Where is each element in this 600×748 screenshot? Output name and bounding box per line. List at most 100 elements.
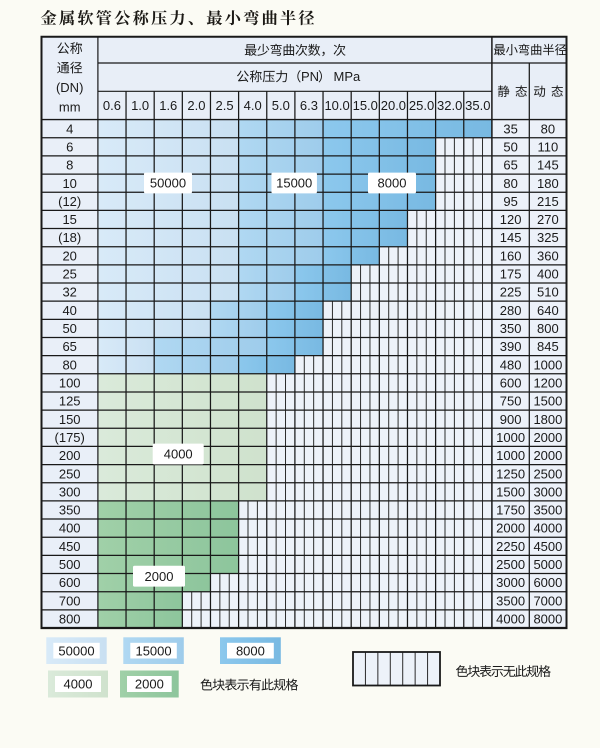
svg-text:360: 360 [537, 248, 559, 263]
svg-text:400: 400 [59, 521, 81, 536]
svg-text:4000: 4000 [496, 612, 525, 627]
svg-text:15: 15 [62, 212, 76, 227]
svg-text:8000: 8000 [236, 643, 265, 658]
svg-text:175: 175 [500, 267, 522, 282]
svg-text:1500: 1500 [496, 484, 525, 499]
svg-text:15.0: 15.0 [353, 98, 378, 113]
svg-text:2.5: 2.5 [216, 98, 234, 113]
svg-text:200: 200 [59, 448, 81, 463]
svg-text:600: 600 [59, 575, 81, 590]
svg-text:4500: 4500 [533, 539, 562, 554]
svg-text:110: 110 [538, 139, 559, 154]
svg-text:1250: 1250 [496, 466, 525, 481]
svg-text:1000: 1000 [496, 430, 525, 445]
svg-text:640: 640 [537, 303, 559, 318]
svg-text:1.0: 1.0 [131, 98, 149, 113]
svg-text:50000: 50000 [150, 176, 186, 191]
svg-text:4000: 4000 [164, 447, 193, 462]
svg-text:50000: 50000 [58, 643, 94, 658]
svg-text:1000: 1000 [496, 448, 525, 463]
svg-text:2000: 2000 [145, 569, 174, 584]
svg-text:MPa: MPa [334, 69, 362, 84]
svg-text:3000: 3000 [533, 484, 562, 499]
svg-text:900: 900 [500, 412, 522, 427]
svg-text:40: 40 [62, 303, 76, 318]
svg-text:6: 6 [66, 139, 73, 154]
svg-text:20: 20 [62, 248, 76, 263]
svg-text:1800: 1800 [533, 412, 562, 427]
svg-text:120: 120 [500, 212, 522, 227]
svg-text:300: 300 [59, 484, 81, 499]
svg-text:3500: 3500 [533, 503, 562, 518]
svg-text:2500: 2500 [533, 466, 562, 481]
svg-text:(DN): (DN) [56, 80, 83, 95]
svg-text:PN: PN [301, 69, 319, 84]
svg-text:65: 65 [503, 158, 517, 173]
svg-text:100: 100 [59, 375, 81, 390]
svg-text:500: 500 [59, 557, 81, 572]
svg-text:50: 50 [62, 321, 76, 336]
svg-text:32: 32 [62, 285, 76, 300]
svg-text:510: 510 [537, 285, 559, 300]
svg-text:600: 600 [500, 375, 522, 390]
svg-text:32.0: 32.0 [437, 98, 462, 113]
svg-text:160: 160 [500, 248, 522, 263]
svg-text:(18): (18) [58, 230, 81, 245]
svg-text:10: 10 [62, 176, 76, 191]
svg-text:20.0: 20.0 [381, 98, 406, 113]
svg-text:400: 400 [537, 267, 559, 282]
svg-text:25.0: 25.0 [409, 98, 434, 113]
svg-text:2000: 2000 [496, 521, 525, 536]
svg-text:1750: 1750 [496, 503, 525, 518]
svg-text:15000: 15000 [276, 176, 312, 191]
svg-text:35.0: 35.0 [465, 98, 490, 113]
svg-text:25: 25 [62, 267, 76, 282]
svg-text:750: 750 [500, 394, 522, 409]
svg-text:3500: 3500 [496, 593, 525, 608]
svg-text:15000: 15000 [135, 643, 171, 658]
svg-text:125: 125 [59, 394, 81, 409]
svg-text:4: 4 [66, 121, 73, 136]
svg-text:225: 225 [500, 285, 522, 300]
svg-text:80: 80 [503, 176, 517, 191]
svg-text:1200: 1200 [533, 375, 562, 390]
svg-text:2500: 2500 [496, 557, 525, 572]
svg-text:4000: 4000 [533, 521, 562, 536]
svg-text:0.6: 0.6 [103, 98, 121, 113]
svg-text:215: 215 [537, 194, 559, 209]
svg-text:325: 325 [537, 230, 559, 245]
svg-text:6000: 6000 [533, 575, 562, 590]
svg-text:35: 35 [503, 121, 517, 136]
svg-text:2000: 2000 [135, 677, 164, 692]
svg-text:145: 145 [537, 158, 559, 173]
svg-text:(175): (175) [55, 430, 85, 445]
svg-text:2250: 2250 [496, 539, 525, 554]
svg-text:8: 8 [66, 158, 73, 173]
svg-text:180: 180 [537, 176, 559, 191]
svg-text:450: 450 [59, 539, 81, 554]
svg-text:390: 390 [500, 339, 522, 354]
svg-text:800: 800 [59, 612, 81, 627]
svg-text:1500: 1500 [533, 394, 562, 409]
svg-text:1000: 1000 [533, 357, 562, 372]
svg-text:80: 80 [62, 357, 76, 372]
svg-text:5.0: 5.0 [272, 98, 290, 113]
svg-text:6.3: 6.3 [300, 98, 318, 113]
svg-text:8000: 8000 [378, 176, 407, 191]
svg-text:1.6: 1.6 [159, 98, 177, 113]
svg-text:(12): (12) [58, 194, 81, 209]
svg-text:2000: 2000 [533, 430, 562, 445]
svg-text:250: 250 [59, 466, 81, 481]
svg-text:3000: 3000 [496, 575, 525, 590]
svg-text:145: 145 [500, 230, 522, 245]
svg-text:845: 845 [537, 339, 559, 354]
svg-text:7000: 7000 [533, 593, 562, 608]
svg-text:2000: 2000 [533, 448, 562, 463]
svg-text:350: 350 [59, 503, 81, 518]
svg-text:700: 700 [59, 593, 81, 608]
svg-text:280: 280 [500, 303, 522, 318]
svg-text:95: 95 [503, 194, 517, 209]
svg-text:4000: 4000 [64, 677, 93, 692]
svg-text:150: 150 [59, 412, 81, 427]
svg-text:480: 480 [500, 357, 522, 372]
